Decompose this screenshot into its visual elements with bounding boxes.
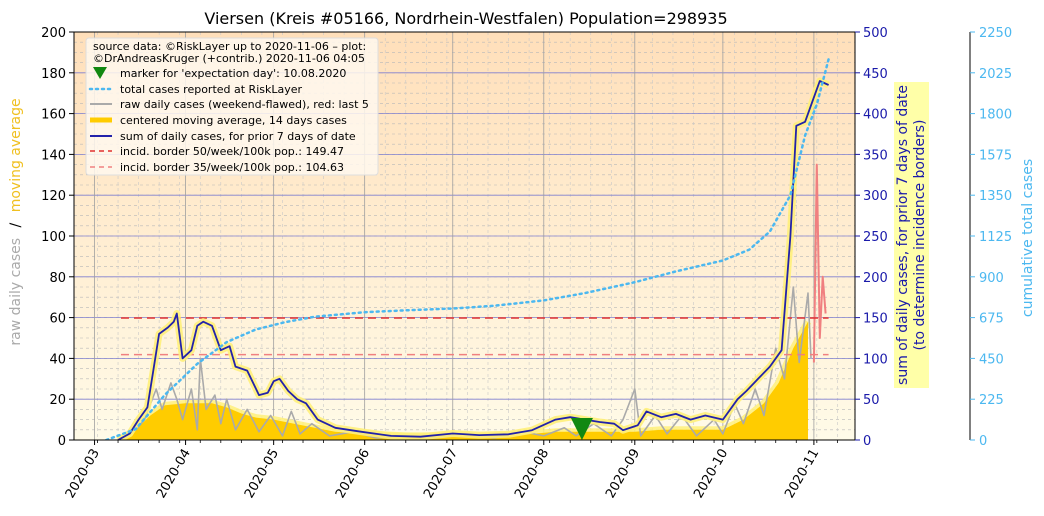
legend-entry-marker: marker for 'expectation day': 10.08.2020 [120, 67, 346, 80]
legend-entry-sum7: sum of daily cases, for prior 7 days of … [120, 130, 356, 143]
raw-daily-cases-last5-line [812, 163, 827, 363]
x-axis: 2020-03 2020-04 2020-05 2020-06 2020-07 2020-… [63, 440, 838, 501]
y-right2-label: cumulative total cases [1020, 159, 1036, 317]
x-tick-label: 2020-09 [603, 447, 643, 502]
y-right1-tick-label: 100 [863, 352, 888, 367]
y-left-label-movavg: moving average [8, 98, 24, 212]
y-right2-tick-label: 2250 [979, 26, 1012, 41]
y-right1-label-line2: (to determine incidence borders) [912, 120, 928, 351]
x-tick-label: 2020-10 [691, 447, 731, 502]
legend-entry-cumulative: total cases reported at RiskLayer [120, 83, 303, 96]
legend-box [85, 37, 379, 176]
y-right1-tick-label: 150 [863, 312, 888, 327]
y-left-tick-label: 200 [41, 26, 66, 41]
y-right2-tick-label: 1800 [979, 108, 1012, 123]
y-right1-label-line1: sum of daily cases, for prior 7 days of … [895, 85, 911, 385]
legend-entry-raw: raw daily cases (weekend-flawed), red: l… [120, 98, 369, 111]
x-tick-label: 2020-03 [63, 447, 103, 502]
y-right2-tick-label: 1350 [979, 189, 1012, 204]
sum7-line [117, 80, 829, 440]
y-axis-left: 0 20 40 60 80 100 120 140 160 180 200 [41, 26, 74, 449]
y-left-label-raw: raw daily cases [8, 238, 24, 346]
y-right1-tick-label: 350 [863, 148, 888, 163]
legend-marker-symbol [93, 67, 107, 79]
y-right1-tick-label: 50 [863, 393, 880, 408]
y-right2-tick-label: 1125 [979, 230, 1012, 245]
moving-average-area [121, 321, 808, 440]
y-left-tick-label: 140 [41, 148, 66, 163]
y-left-tick-label: 40 [49, 352, 66, 367]
legend-source-line2: ©DrAndreasKruger (+contrib.) 2020-11-06 … [93, 52, 365, 65]
y-right2-tick-label: 0 [979, 434, 987, 449]
y-right2-tick-label: 225 [979, 393, 1004, 408]
y-left-label: raw daily cases / moving average [8, 98, 24, 345]
y-axis-right-sum7: 0 50 100 150 200 250 300 350 400 450 500 [855, 26, 888, 449]
y-right1-tick-label: 500 [863, 26, 888, 41]
series-group [105, 57, 831, 440]
x-tick-label: 2020-08 [512, 447, 552, 502]
y-right1-tick-label: 300 [863, 189, 888, 204]
y-right1-tick-label: 0 [863, 434, 871, 449]
legend-source-line1: source data: ©RiskLayer up to 2020-11-06… [93, 40, 366, 53]
y-left-tick-label: 160 [41, 108, 66, 123]
y-left-tick-label: 180 [41, 67, 66, 82]
x-tick-label: 2020-04 [154, 447, 194, 502]
x-tick-label: 2020-07 [421, 447, 461, 502]
y-right2-tick-label: 1575 [979, 148, 1012, 163]
y-right2-tick-label: 900 [979, 271, 1004, 286]
legend: source data: ©RiskLayer up to 2020-11-06… [85, 37, 379, 176]
y-right1-label-box [894, 82, 929, 388]
y-left-tick-label: 120 [41, 189, 66, 204]
legend-entry-border35: incid. border 35/week/100k pop.: 104.63 [120, 161, 344, 174]
chart-title: Viersen (Kreis #05166, Nordrhein-Westfal… [204, 9, 727, 28]
y-right2-tick-label: 675 [979, 312, 1004, 327]
y-right1-tick-label: 400 [863, 108, 888, 123]
y-left-tick-label: 0 [58, 434, 66, 449]
y-right2-tick-label: 450 [979, 352, 1004, 367]
y-right1-tick-label: 250 [863, 230, 888, 245]
y-left-tick-label: 60 [49, 312, 66, 327]
y-left-label-sep: / [8, 222, 24, 227]
x-tick-label: 2020-05 [242, 447, 282, 502]
legend-entry-border50: incid. border 50/week/100k pop.: 149.47 [120, 145, 344, 158]
legend-entry-movavg: centered moving average, 14 days cases [120, 114, 347, 127]
x-tick-label: 2020-11 [782, 447, 822, 502]
y-left-tick-label: 80 [49, 271, 66, 286]
y-right1-tick-label: 200 [863, 271, 888, 286]
y-right2-tick-label: 2025 [979, 67, 1012, 82]
cumulative-total-line [105, 57, 830, 440]
y-left-tick-label: 100 [41, 230, 66, 245]
y-axis-right-cumulative: 0 225 450 675 900 1125 1350 1575 1800 2025 2250 [969, 26, 1012, 449]
expectation-day-marker [570, 418, 593, 440]
y-left-tick-label: 20 [49, 393, 66, 408]
y-right1-tick-label: 450 [863, 67, 888, 82]
x-tick-label: 2020-06 [333, 447, 373, 502]
